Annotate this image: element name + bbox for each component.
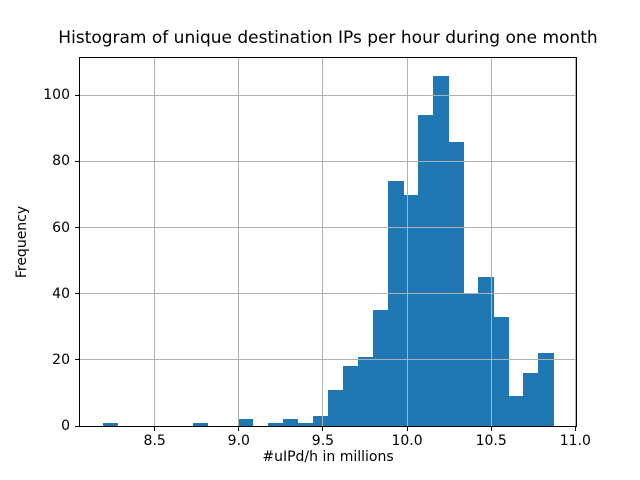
x-tick-label: 8.5: [143, 433, 166, 449]
y-tick: [75, 160, 79, 162]
x-tick-label: 10.0: [391, 433, 423, 449]
x-tick-label: 11.0: [559, 433, 591, 449]
y-tick: [75, 425, 79, 427]
histogram-bar: [102, 422, 118, 426]
y-tick: [75, 293, 79, 295]
y-tick-label: 20: [52, 351, 70, 368]
y-tick: [75, 94, 79, 96]
histogram-bar: [463, 293, 479, 426]
x-tick: [154, 427, 156, 431]
x-tick: [574, 427, 576, 431]
histogram-bar: [373, 310, 389, 426]
x-tick: [490, 427, 492, 431]
histogram-bar: [523, 373, 539, 426]
y-tick: [75, 359, 79, 361]
x-axis-label: #uIPd/h in millions: [262, 449, 394, 465]
histogram-bar: [312, 416, 329, 426]
y-tick: [75, 227, 79, 229]
histogram-bar: [508, 396, 524, 426]
y-tick-label: 60: [52, 219, 70, 236]
histogram-bar: [343, 366, 359, 426]
histogram-bar: [297, 422, 314, 426]
plot-area: [79, 57, 577, 427]
x-tick: [406, 427, 408, 431]
histogram-bar: [493, 316, 509, 426]
histogram-bar: [358, 356, 374, 426]
histogram-bar: [192, 422, 209, 426]
chart-title: Histogram of unique destination IPs per …: [58, 28, 598, 48]
x-tick-label: 9.5: [311, 433, 335, 449]
histogram-bar: [433, 75, 449, 426]
histogram-bar: [538, 353, 554, 426]
y-tick-label: 40: [52, 285, 70, 302]
histogram-bar: [478, 277, 494, 426]
histogram-bars: [80, 58, 576, 426]
histogram-bar: [237, 419, 254, 426]
histogram-bar: [388, 181, 404, 426]
histogram-bar: [418, 115, 434, 426]
x-tick: [322, 427, 324, 431]
y-axis-label: Frequency: [14, 205, 30, 279]
x-tick-label: 10.5: [475, 433, 507, 449]
histogram-bar: [403, 194, 419, 426]
histogram-bar: [448, 141, 464, 426]
y-tick-label: 80: [52, 153, 70, 170]
y-tick-label: 0: [61, 418, 70, 434]
x-tick: [238, 427, 240, 431]
histogram-bar: [327, 389, 344, 426]
x-tick-label: 9.0: [227, 433, 250, 449]
histogram-bar: [267, 422, 284, 426]
histogram-bar: [282, 419, 299, 426]
y-tick-label: 100: [43, 87, 70, 104]
